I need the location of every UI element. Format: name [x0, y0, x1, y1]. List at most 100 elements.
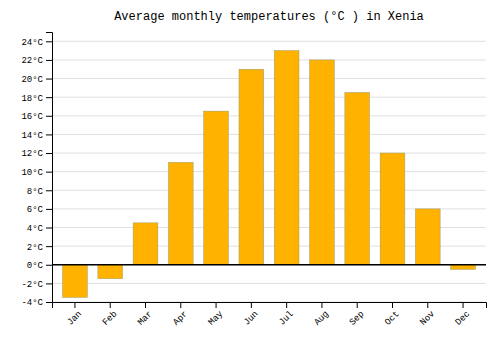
y-tick-mark: [46, 265, 52, 266]
y-tick: 14°C: [21, 131, 52, 141]
x-tick-mark: [463, 302, 464, 308]
x-tick-label: Dec: [454, 309, 473, 328]
y-axis-line: [46, 33, 53, 303]
y-tick: 16°C: [21, 112, 52, 122]
y-tick: 24°C: [21, 38, 52, 48]
x-tick-label: Sep: [348, 309, 367, 328]
bar: [204, 111, 229, 265]
x-tick-mark: [74, 302, 75, 308]
grid-line: [52, 97, 486, 98]
x-tick-mark: [216, 302, 217, 308]
y-tick-label: 20°C: [21, 75, 43, 85]
grid-line: [52, 41, 486, 42]
title: Average monthly temperatures (°C ) in Xe…: [114, 10, 424, 24]
bar: [310, 60, 335, 265]
x-tick-mark: [180, 302, 181, 308]
x-tick-label: Aug: [313, 309, 332, 328]
y-tick-label: -2°C: [21, 280, 43, 290]
y-tick-label: -4°C: [21, 298, 43, 308]
grid-line: [52, 59, 486, 60]
y-tick-label: 10°C: [21, 168, 43, 178]
y-tick-mark: [46, 172, 52, 173]
bar: [274, 51, 299, 265]
y-tick: -4°C: [21, 298, 52, 308]
y-tick-mark: [46, 134, 52, 135]
y-tick: 18°C: [21, 94, 52, 104]
x-tick-label: Jul: [277, 309, 296, 328]
x-tick-label: Nov: [418, 309, 437, 328]
x-tick: Oct: [383, 302, 402, 328]
x-tick-mark: [145, 302, 146, 308]
y-tick-mark: [46, 228, 52, 229]
grid-line: [52, 78, 486, 79]
bar: [133, 223, 158, 265]
grid-line: [52, 171, 486, 172]
y-tick: 10°C: [21, 168, 52, 178]
x-tick: Jul: [277, 302, 296, 328]
y-tick-label: 12°C: [21, 149, 43, 159]
x-tick-mark: [321, 302, 322, 308]
bar: [415, 209, 440, 265]
x-tick: Nov: [418, 302, 437, 328]
x-tick-label: Feb: [101, 309, 120, 328]
x-tick-mark: [392, 302, 393, 308]
y-tick-label: 0°C: [27, 261, 44, 271]
y-tick-label: 24°C: [21, 38, 43, 48]
x-tick: May: [207, 302, 226, 328]
y-tick: 8°C: [27, 187, 52, 197]
y-axis: -4°C -2°C 0°C 2°C 4°C 6°C 8°C 10°C 12°C 14°C 16°C 1…: [21, 33, 52, 309]
y-tick-mark: [46, 190, 52, 191]
y-tick-mark: [46, 60, 52, 61]
y-tick-label: 18°C: [21, 94, 43, 104]
bar: [98, 265, 123, 279]
x-tick-label: Jan: [66, 309, 85, 328]
grid-line: [52, 264, 486, 265]
y-tick-mark: [46, 153, 52, 154]
x-axis: Jan Feb Mar Apr May Jun Jul Aug Sep Oct Nov Dec: [53, 302, 487, 328]
x-tick: Dec: [454, 302, 473, 328]
y-tick: -2°C: [21, 280, 52, 290]
x-tick: Jun: [242, 302, 261, 328]
y-tick-mark: [46, 97, 52, 98]
x-tick: Jan: [66, 302, 85, 328]
x-tick: Mar: [136, 302, 155, 328]
x-tick-label: Apr: [171, 309, 190, 328]
zero-line: [52, 264, 486, 266]
bar: [239, 69, 264, 265]
y-tick: 4°C: [27, 224, 52, 234]
y-tick-label: 4°C: [27, 224, 44, 234]
bar: [345, 93, 370, 265]
y-tick-label: 2°C: [27, 243, 44, 253]
x-axis-line: [53, 303, 487, 309]
grid-line: [52, 283, 486, 284]
x-tick-mark: [286, 302, 287, 308]
x-tick: Sep: [348, 302, 367, 328]
x-tick-mark: [251, 302, 252, 308]
y-tick-mark: [46, 283, 52, 284]
y-tick: 0°C: [27, 261, 52, 271]
y-tick: 6°C: [27, 205, 52, 215]
x-tick: Aug: [313, 302, 332, 328]
y-tick: 22°C: [21, 56, 52, 66]
y-tick-label: 16°C: [21, 112, 43, 122]
x-tick-mark: [427, 302, 428, 308]
y-tick-mark: [46, 302, 52, 303]
bars: [63, 51, 476, 298]
y-tick-mark: [46, 116, 52, 117]
y-tick-mark: [46, 79, 52, 80]
grid-line: [52, 115, 486, 116]
y-tick-label: 8°C: [27, 187, 44, 197]
y-tick: 20°C: [21, 75, 52, 85]
grid-line: [52, 153, 486, 154]
plot: -4°C -2°C 0°C 2°C 4°C 6°C 8°C 10°C 12°C 14°C 16°C 1…: [21, 33, 486, 328]
x-tick-label: Oct: [383, 309, 402, 328]
x-tick: Apr: [171, 302, 190, 328]
bar: [63, 265, 88, 298]
bar: [380, 153, 405, 265]
y-tick-mark: [46, 209, 52, 210]
x-tick-label: Mar: [136, 309, 155, 328]
chart: -4°C -2°C 0°C 2°C 4°C 6°C 8°C 10°C 12°C 14°C 16°C 1…: [0, 0, 500, 350]
grid-line: [52, 190, 486, 191]
y-tick-label: 22°C: [21, 56, 43, 66]
x-tick-label: Jun: [242, 309, 261, 328]
